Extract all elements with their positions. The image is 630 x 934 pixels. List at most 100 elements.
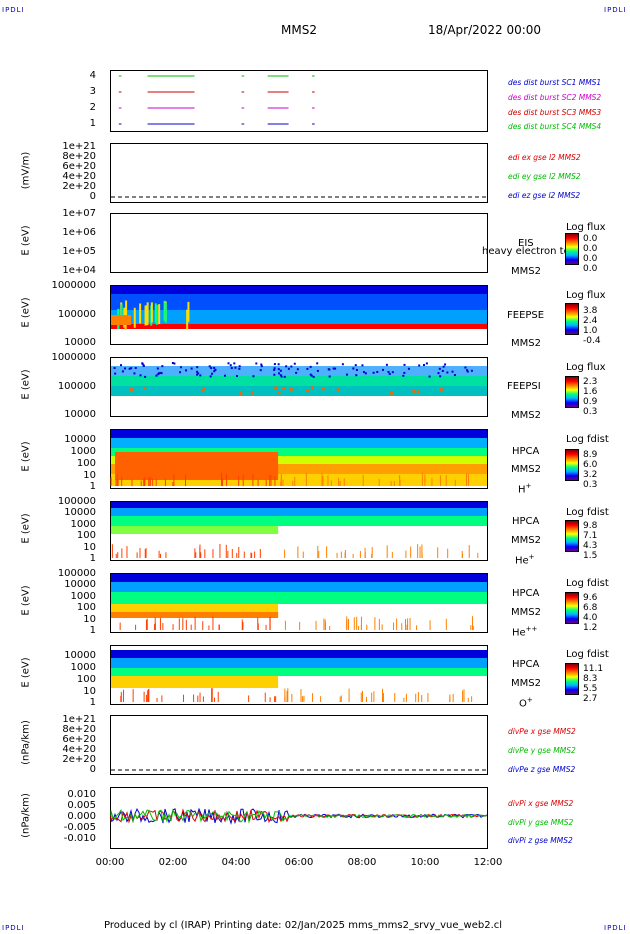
legend-burst-mms2: des dist burst SC2 MMS2	[508, 93, 602, 102]
hpca-h-species: H+	[518, 482, 531, 495]
feepsi-speck	[355, 374, 358, 377]
eis-tick: 1e+07	[62, 208, 96, 219]
hpca-o-name: HPCA	[512, 659, 540, 670]
hpca-he-tick: 100000	[57, 496, 96, 507]
eis-tick: 1e+06	[62, 227, 96, 238]
feepsi-speck	[295, 371, 298, 374]
charge-label: +	[526, 696, 533, 704]
cb-value: 7.1	[583, 531, 598, 541]
feepsi-speck	[278, 372, 281, 375]
legend-edi-x: edi ex gse l2 MMS2	[508, 153, 581, 162]
charge-label: ++	[525, 625, 538, 633]
feepsi-speck	[197, 372, 200, 375]
feepsi-speck	[273, 368, 276, 371]
divpe-tick: 4e+20	[62, 744, 96, 755]
feepse-burst	[139, 303, 142, 324]
feepsi-speck	[114, 372, 117, 375]
legend-divpi-z: divPi z gse MMS2	[508, 836, 573, 845]
feepse-burst	[158, 304, 161, 325]
feepsi-speck	[407, 367, 410, 370]
hpca-he-tick: 10	[83, 542, 96, 553]
edi-tick: 1e+21	[62, 141, 96, 152]
feepsi-speck	[416, 390, 420, 394]
feepse-tick: 100000	[57, 309, 96, 320]
x-tick: 04:00	[221, 857, 251, 868]
feepsi-speck	[334, 367, 337, 370]
edi-panel	[110, 143, 488, 203]
feepsi-sc: MMS2	[511, 410, 541, 421]
feepsi-speck	[285, 365, 288, 368]
feepsi-speck	[224, 374, 227, 377]
date-title: 18/Apr/2022 00:00	[428, 23, 542, 37]
feepsi-speck	[279, 374, 282, 377]
cb-value: 4.0	[583, 613, 598, 623]
feepsi-speck	[387, 370, 390, 373]
hpca-o-species: O+	[519, 696, 533, 709]
feepsi-speck	[470, 369, 473, 372]
feepsi-speck	[352, 367, 355, 370]
feepse-burst	[146, 302, 149, 323]
feepsi-speck	[196, 370, 199, 373]
cb-value: 1.5	[583, 551, 598, 561]
feepse-burst	[154, 303, 157, 324]
feepsi-name: FEEPSI	[507, 381, 541, 392]
feepsi-speck	[156, 367, 159, 370]
species-label: H	[518, 484, 526, 496]
hpca-h-colorbar	[565, 449, 579, 481]
feepsi-speck	[289, 387, 293, 391]
feepsi-tick: 1000000	[51, 352, 96, 363]
legend-burst-mms3: des dist burst SC3 MMS3	[508, 108, 602, 117]
hpca-he-low	[111, 526, 279, 534]
divpe-tick: 2e+20	[62, 754, 96, 765]
hpca-h-tick: 1	[89, 481, 96, 492]
feepsi-speck	[179, 371, 182, 374]
feepsi-speck	[143, 386, 147, 390]
x-tick: 12:00	[473, 857, 503, 868]
x-tick: 08:00	[347, 857, 377, 868]
corner-label-right-top: IPDLI	[604, 6, 627, 14]
feepsi-speck	[328, 368, 331, 371]
x-tick: 10:00	[410, 857, 440, 868]
hpca-hepp-hot	[111, 612, 279, 618]
feepsi-band	[111, 366, 487, 376]
feepsi-speck	[437, 372, 440, 375]
species-label: He	[512, 627, 526, 639]
feepsi-speck	[211, 372, 214, 375]
cb-value: 1.2	[583, 623, 598, 633]
feepsi-speck	[161, 365, 164, 368]
hpca-h-sc: MMS2	[511, 464, 541, 475]
cb-value: 5.5	[583, 684, 598, 694]
hpca-he-tick: 10000	[64, 507, 96, 518]
feepse-burst	[133, 307, 136, 328]
feepse-colorbar	[565, 303, 579, 335]
feepsi-speck	[260, 365, 263, 368]
feepsi-speck	[336, 388, 340, 392]
feepsi-speck	[133, 372, 136, 375]
cb-value: 0.0	[583, 264, 598, 274]
feepse-band	[111, 294, 487, 310]
hpca-o-tick: 10000	[64, 650, 96, 661]
edi-tick: 0	[89, 191, 96, 202]
hpca-hepp-tick: 1	[89, 625, 96, 636]
feepsi-speck	[290, 365, 293, 368]
feepsi-speck	[121, 370, 124, 373]
hpca-hepp-band	[111, 574, 487, 582]
cb-value: 2.7	[583, 694, 598, 704]
hpca-o-band	[111, 658, 487, 668]
eis-panel	[110, 213, 488, 273]
feepsi-speck	[213, 366, 216, 369]
divpe-tick: 6e+20	[62, 734, 96, 745]
cb-value: 4.3	[583, 541, 598, 551]
feepsi-speck	[310, 374, 313, 377]
hpca-o-tick: 1	[89, 697, 96, 708]
hpca-he-sc: MMS2	[511, 535, 541, 546]
edi-tick: 2e+20	[62, 181, 96, 192]
legend-edi-y: edi ey gse l2 MMS2	[508, 172, 581, 181]
feepsi-speck	[273, 363, 276, 366]
feepse-tick: 10000	[64, 337, 96, 348]
feepsi-speck	[418, 364, 421, 367]
feepsi-speck	[364, 372, 367, 375]
feepsi-speck	[309, 365, 312, 368]
mission-title: MMS2	[281, 23, 317, 37]
